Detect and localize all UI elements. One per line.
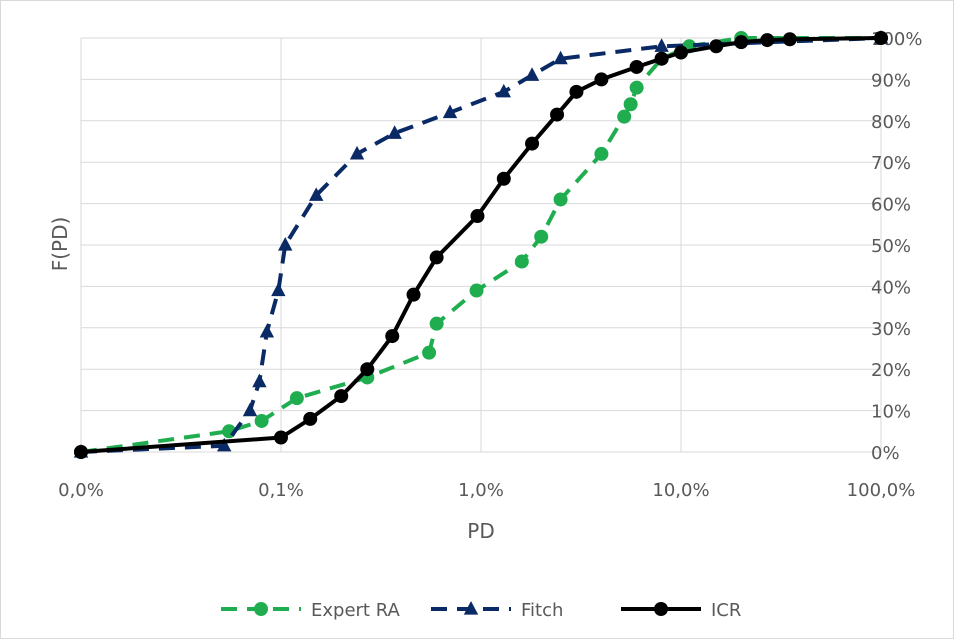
legend-marker-icr bbox=[654, 602, 668, 616]
series-expert-ra bbox=[74, 31, 888, 459]
legend-item-icr: ICR bbox=[621, 600, 741, 621]
data-point-icr bbox=[674, 45, 688, 60]
data-point-fitch bbox=[442, 104, 458, 119]
data-point-expert-ra bbox=[429, 316, 444, 331]
y-tick-label: 30% bbox=[871, 319, 911, 340]
legend-item-expert-ra: Expert RA bbox=[221, 600, 400, 621]
y-tick-label: 50% bbox=[871, 236, 911, 257]
data-point-icr bbox=[734, 35, 749, 50]
data-point-icr bbox=[525, 136, 540, 151]
data-point-icr bbox=[569, 84, 584, 99]
data-point-expert-ra bbox=[254, 413, 269, 428]
data-point-icr bbox=[303, 411, 318, 426]
data-point-expert-ra bbox=[553, 192, 568, 207]
data-point-expert-ra bbox=[629, 80, 644, 95]
data-point-icr bbox=[760, 33, 775, 48]
y-tick-label: 0% bbox=[871, 443, 900, 464]
y-tick-label: 90% bbox=[871, 70, 911, 91]
legend-label-icr: ICR bbox=[711, 600, 741, 621]
data-point-fitch bbox=[242, 402, 258, 417]
data-point-icr bbox=[629, 59, 644, 74]
series-line-icr bbox=[80, 36, 882, 454]
data-point-fitch bbox=[553, 50, 568, 65]
data-point-expert-ra bbox=[534, 229, 549, 244]
data-point-icr bbox=[654, 51, 669, 66]
y-axis-title: F(PD) bbox=[48, 217, 72, 272]
tick-layer: 0%10%20%30%40%50%60%70%80%90%100%0,0% 0,1… bbox=[58, 29, 922, 501]
x-tick-label: 0,0% bbox=[58, 480, 104, 501]
y-tick-label: 20% bbox=[871, 360, 911, 381]
y-tick-label: 60% bbox=[871, 195, 911, 216]
y-tick-label: 40% bbox=[871, 277, 911, 298]
data-point-fitch bbox=[524, 67, 540, 81]
data-point-fitch bbox=[349, 145, 365, 160]
legend-label-fitch: Fitch bbox=[521, 600, 563, 621]
x-tick-label: 10,0% bbox=[652, 480, 709, 501]
data-point-fitch bbox=[271, 282, 286, 297]
legend-marker-fitch bbox=[463, 601, 479, 615]
series-layer bbox=[73, 30, 889, 459]
data-point-icr bbox=[550, 107, 565, 122]
data-point-icr bbox=[782, 32, 797, 47]
data-point-fitch bbox=[654, 38, 669, 52]
legend-marker-expert-ra bbox=[254, 602, 268, 616]
data-point-expert-ra bbox=[422, 345, 437, 360]
data-point-icr bbox=[496, 171, 511, 186]
y-tick-label: 70% bbox=[871, 153, 911, 174]
data-point-icr bbox=[709, 39, 724, 54]
data-point-expert-ra bbox=[514, 254, 529, 269]
data-point-fitch bbox=[259, 323, 275, 338]
data-point-icr bbox=[274, 430, 288, 445]
data-point-icr bbox=[334, 389, 349, 404]
data-point-expert-ra bbox=[617, 109, 632, 124]
data-point-fitch bbox=[309, 187, 324, 201]
data-point-icr bbox=[429, 250, 444, 265]
data-point-fitch bbox=[387, 125, 402, 139]
data-point-fitch bbox=[217, 437, 232, 452]
x-tick-label: 0,1% bbox=[258, 480, 304, 501]
x-tick-label: 100,0% bbox=[847, 480, 916, 501]
data-point-expert-ra bbox=[469, 283, 484, 298]
data-point-icr bbox=[470, 209, 485, 224]
data-point-icr bbox=[74, 445, 88, 459]
data-point-icr bbox=[406, 287, 421, 302]
data-point-icr bbox=[360, 362, 375, 377]
y-tick-label: 10% bbox=[871, 402, 911, 423]
data-point-fitch bbox=[278, 237, 293, 251]
data-point-icr bbox=[594, 72, 609, 87]
x-tick-label: 1,0% bbox=[458, 480, 504, 501]
series-icr bbox=[74, 31, 888, 459]
data-point-expert-ra bbox=[623, 97, 638, 112]
series-line-fitch bbox=[80, 36, 882, 454]
legend-label-expert-ra: Expert RA bbox=[311, 600, 400, 621]
y-tick-label: 80% bbox=[871, 112, 911, 133]
data-point-fitch bbox=[252, 373, 267, 388]
legend: Expert RA Fitch ICR bbox=[221, 600, 741, 621]
data-point-icr bbox=[385, 329, 400, 344]
data-point-fitch bbox=[496, 83, 511, 98]
data-point-icr bbox=[874, 31, 888, 45]
data-point-expert-ra bbox=[289, 391, 304, 406]
legend-item-fitch: Fitch bbox=[431, 600, 563, 621]
x-axis-title: PD bbox=[467, 519, 494, 543]
data-point-expert-ra bbox=[594, 146, 609, 161]
